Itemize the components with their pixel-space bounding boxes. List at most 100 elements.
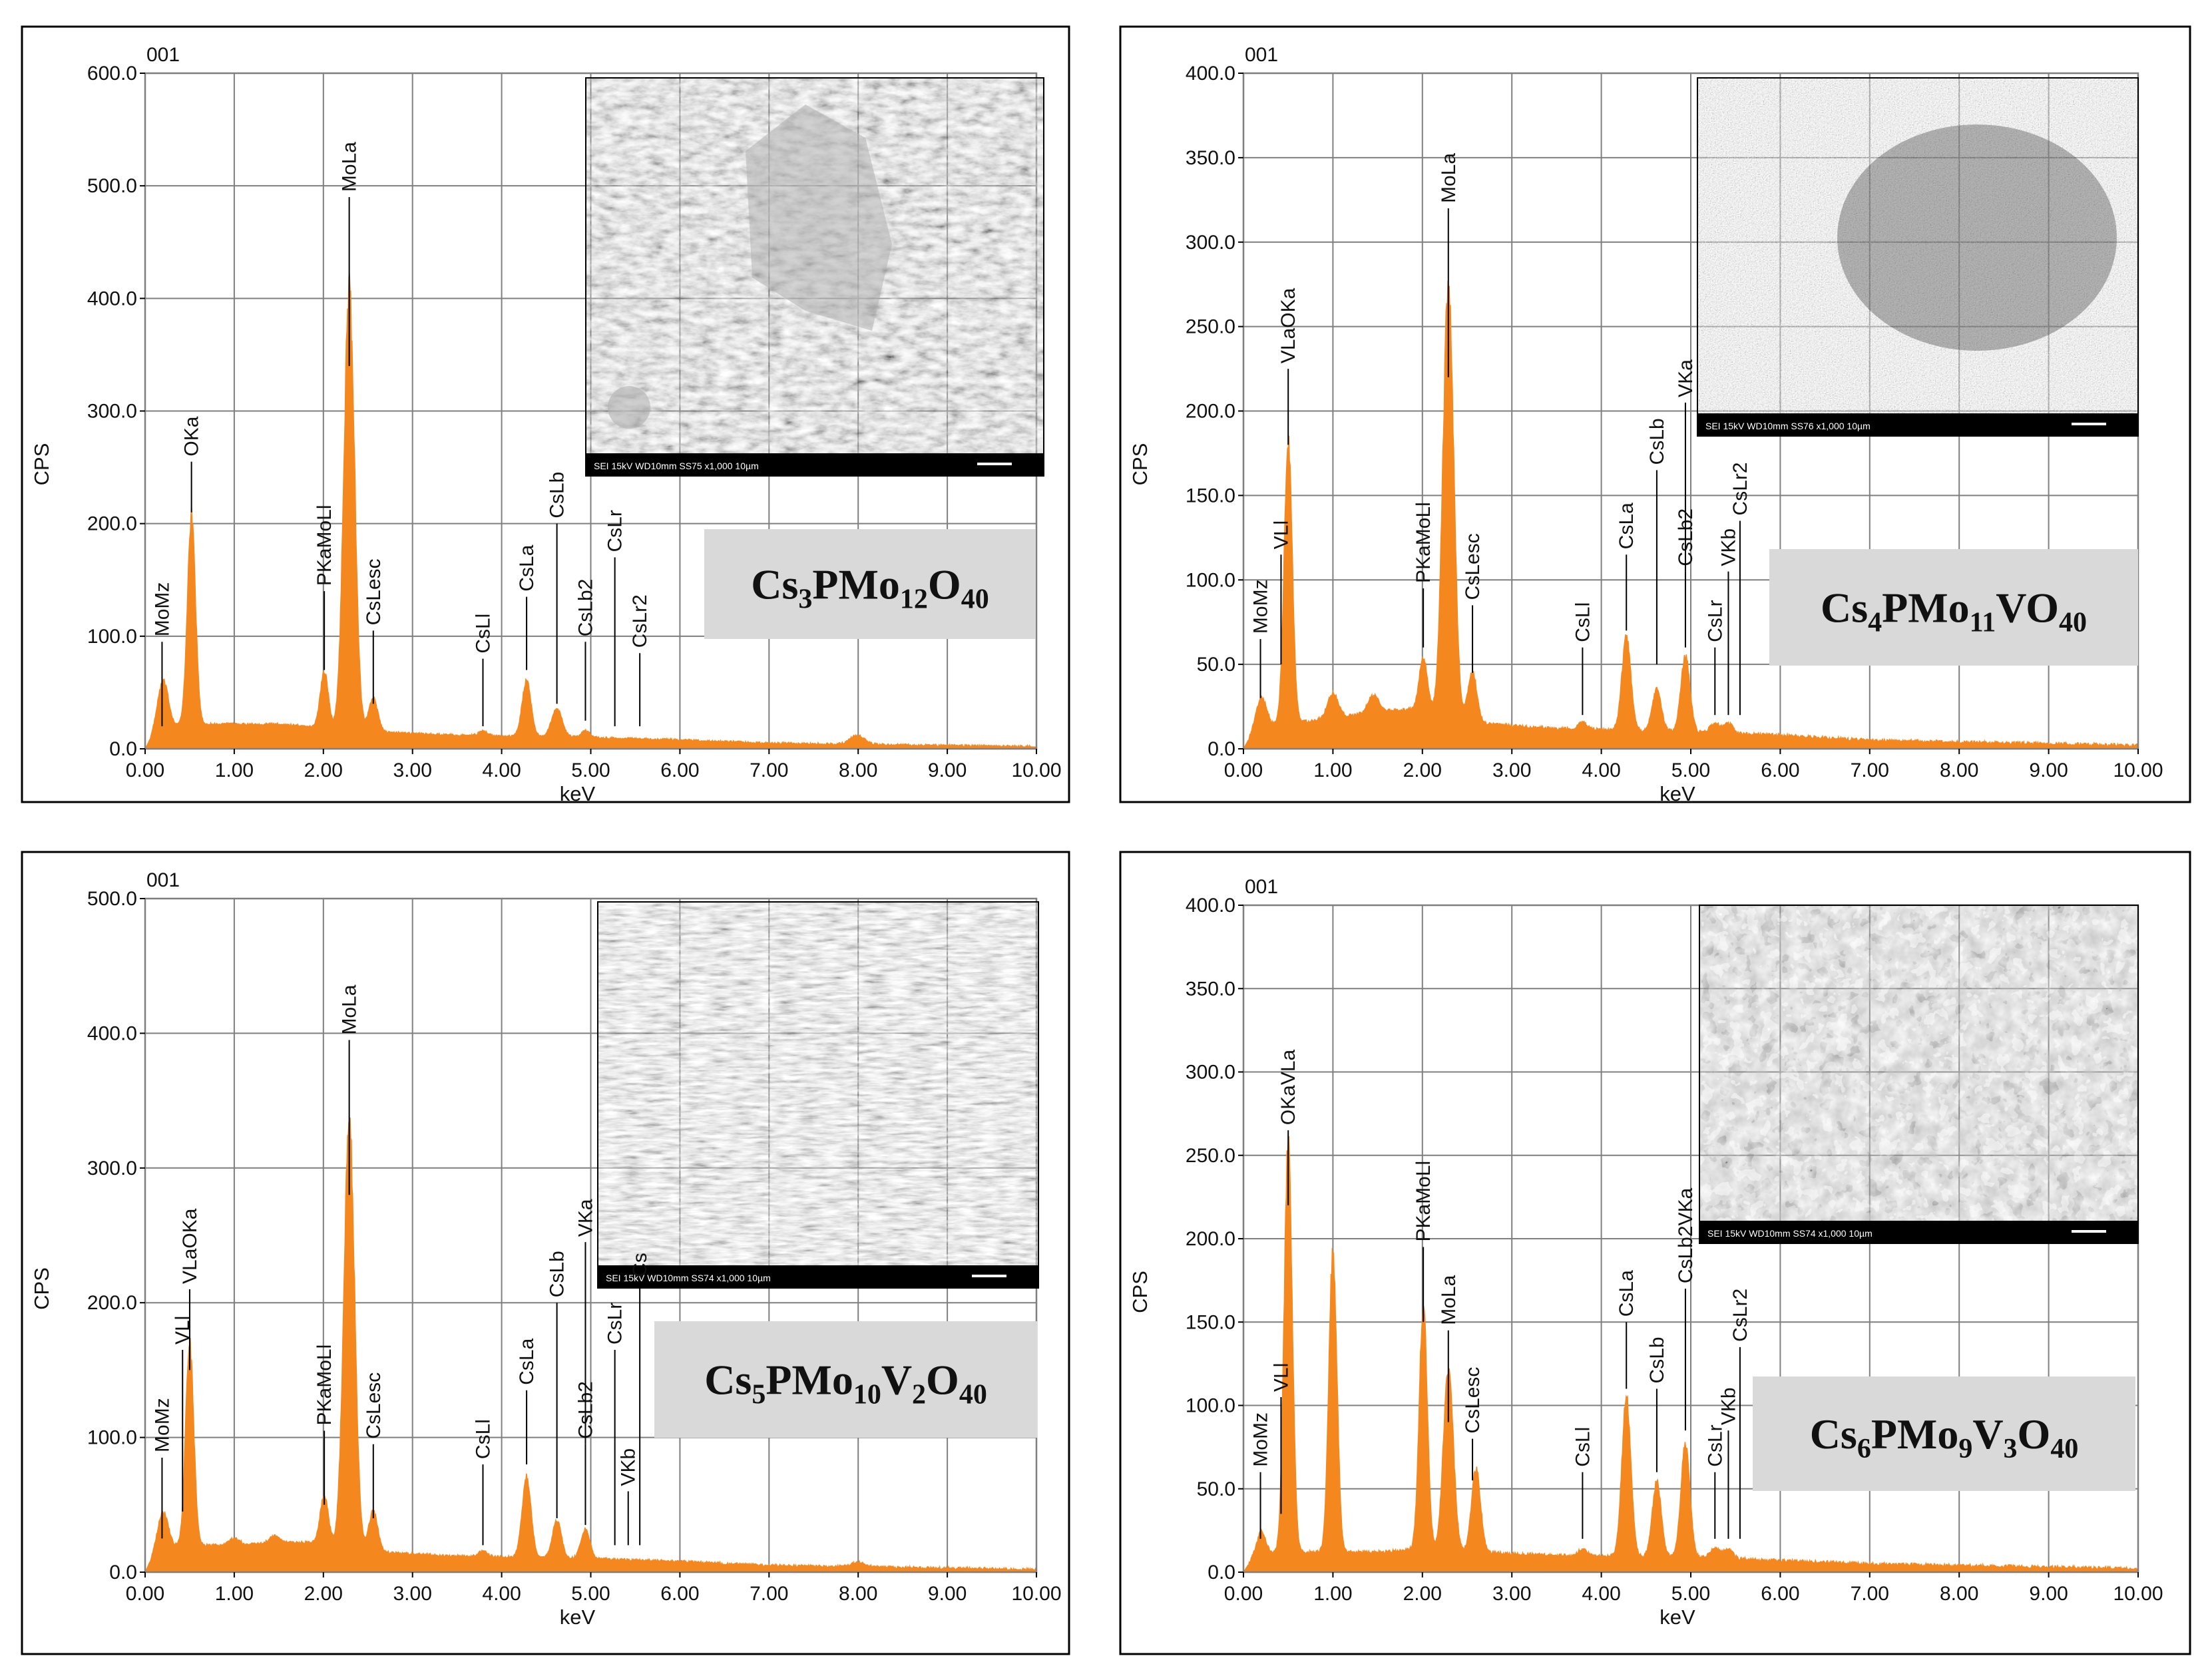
peak-label: CsLr2	[629, 594, 651, 648]
sem-flake	[746, 105, 892, 331]
sem-caption: SEI 15kV WD10mm SS74 x1,000 10µm	[606, 1273, 771, 1283]
peak-label: VLaOKa	[1277, 288, 1299, 363]
peak-label: CsLa	[516, 1338, 538, 1384]
sem-inset: SEI 15kV WD10mm SS75 x1,000 10µm	[585, 77, 1044, 477]
peak-label: MoMz	[1250, 579, 1272, 634]
x-tick-label: 8.00	[839, 1583, 877, 1605]
sem-border	[1699, 905, 2139, 1244]
peak-label: PKaMoLl	[1413, 502, 1435, 583]
x-tick-label: 9.00	[928, 1583, 967, 1605]
x-tick-label: 10.00	[2113, 759, 2163, 781]
y-tick-label: 250.0	[1186, 316, 1235, 338]
x-tick-label: 5.00	[1671, 759, 1710, 781]
x-tick-label: 3.00	[393, 1583, 432, 1605]
peak-label: VKa	[1675, 359, 1697, 397]
x-tick-label: 7.00	[750, 1583, 788, 1605]
y-tick-label: 100.0	[1186, 1395, 1235, 1417]
y-tick-label: 0.0	[1208, 738, 1235, 760]
sem-caption: SEI 15kV WD10mm SS74 x1,000 10µm	[1707, 1228, 1873, 1239]
x-tick-label: 5.00	[571, 1583, 610, 1605]
y-tick-label: 350.0	[1186, 978, 1235, 1000]
x-tick-label: 4.00	[482, 759, 521, 781]
y-tick-label: 100.0	[87, 626, 137, 648]
spectrum-area	[1243, 280, 2139, 749]
peak-label: OKa	[181, 416, 203, 456]
peak-label: PKaMoLl	[314, 505, 335, 586]
y-tick-label: 200.0	[1186, 1228, 1235, 1250]
compound-formula: Cs4PMo11VO40	[1821, 584, 2087, 638]
eds-panel-bottom-right: 001 SEI 15kV WD10mm SS74 x1,000 10µm MoMz V…	[1119, 851, 2191, 1655]
x-tick-label: 2.00	[1403, 1583, 1442, 1605]
y-tick-label: 200.0	[87, 1292, 137, 1314]
y-tick-label: 50.0	[1197, 654, 1235, 676]
peak-label: CsLesc	[363, 1372, 385, 1439]
peak-label: CsLesc	[363, 558, 385, 625]
peak-label: CsLa	[516, 544, 538, 591]
x-axis-title: keV	[560, 1605, 596, 1629]
sem-border	[585, 77, 1044, 477]
y-tick-label: 0.0	[1208, 1562, 1235, 1583]
peak-label: CsLa	[1616, 1270, 1638, 1317]
peak-label: PKaMoLl	[314, 1345, 335, 1426]
sem-image	[1697, 78, 2138, 436]
x-tick-label: 3.00	[1492, 1583, 1531, 1605]
eds-panel-top-right: 001 SEI 15kV WD10mm SS76 x1,000 10µm MoMz V…	[1119, 25, 2191, 805]
x-axis-title: keV	[560, 782, 596, 805]
x-tick-label: 4.00	[482, 1583, 521, 1605]
x-tick-label: 1.00	[215, 1583, 254, 1605]
x-tick-label: 8.00	[1940, 759, 1978, 781]
peak-label: CsLr2	[1729, 1289, 1751, 1342]
peak-label: CsLb2VKa	[1675, 1187, 1697, 1283]
spectrum-area	[144, 273, 1037, 749]
peak-label: CsLb	[547, 1251, 568, 1297]
y-axis-title: CPS	[30, 443, 53, 486]
x-tick-label: 10.00	[1011, 759, 1061, 781]
peak-label: VKb	[1717, 1387, 1739, 1425]
y-tick-label: 500.0	[87, 888, 137, 910]
x-tick-label: 5.00	[571, 759, 610, 781]
x-tick-label: 4.00	[1582, 759, 1620, 781]
x-tick-label: 0.00	[1224, 759, 1263, 781]
x-tick-label: 6.00	[660, 1583, 699, 1605]
y-tick-label: 0.0	[109, 1562, 137, 1583]
peak-label: VKb	[1717, 528, 1739, 566]
peak-label: CsLr	[604, 1303, 626, 1345]
peak-label: CsLl	[1572, 1427, 1594, 1467]
x-tick-label: 6.00	[1761, 759, 1799, 781]
peak-label: CsLb2	[574, 579, 596, 637]
peak-label: Cs	[629, 1253, 651, 1277]
compound-formula: Cs5PMo10V2O40	[704, 1357, 987, 1410]
spectrum-id: 001	[146, 44, 180, 66]
formula-box	[654, 1321, 1037, 1438]
sem-border	[597, 901, 1039, 1289]
formula-box	[1769, 549, 2138, 666]
x-tick-label: 3.00	[393, 759, 432, 781]
panel-frame	[1119, 851, 2191, 1655]
x-tick-label: 2.00	[304, 1583, 343, 1605]
peak-label: CsLr	[1704, 600, 1726, 642]
x-tick-label: 9.00	[2029, 759, 2068, 781]
x-tick-label: 7.00	[1851, 1583, 1889, 1605]
y-tick-label: 150.0	[1186, 485, 1235, 507]
formula-box	[1753, 1376, 2135, 1491]
spectrum-area	[1242, 1136, 2139, 1573]
sem-info-bar	[1699, 1221, 2138, 1243]
sem-particle	[608, 386, 650, 429]
sem-image	[1699, 905, 2138, 1243]
peak-label: CsLr	[1704, 1424, 1726, 1466]
y-tick-label: 400.0	[1186, 63, 1235, 85]
sem-inset: SEI 15kV WD10mm SS74 x1,000 10µm	[1699, 905, 2139, 1244]
x-tick-label: 7.00	[1851, 759, 1889, 781]
peak-label: CsLesc	[1462, 533, 1484, 600]
y-axis-title: CPS	[1128, 1271, 1152, 1313]
sem-info-bar	[586, 453, 1044, 476]
x-tick-label: 5.00	[1671, 1583, 1710, 1605]
x-tick-label: 2.00	[1403, 759, 1442, 781]
y-tick-label: 300.0	[87, 1157, 137, 1179]
y-tick-label: 500.0	[87, 175, 137, 197]
spectrum-id: 001	[1245, 876, 1278, 898]
peak-label: MoLa	[339, 142, 361, 192]
y-tick-label: 50.0	[1197, 1478, 1235, 1500]
sem-border	[1697, 77, 2139, 437]
peak-label: CsLa	[1616, 503, 1638, 549]
